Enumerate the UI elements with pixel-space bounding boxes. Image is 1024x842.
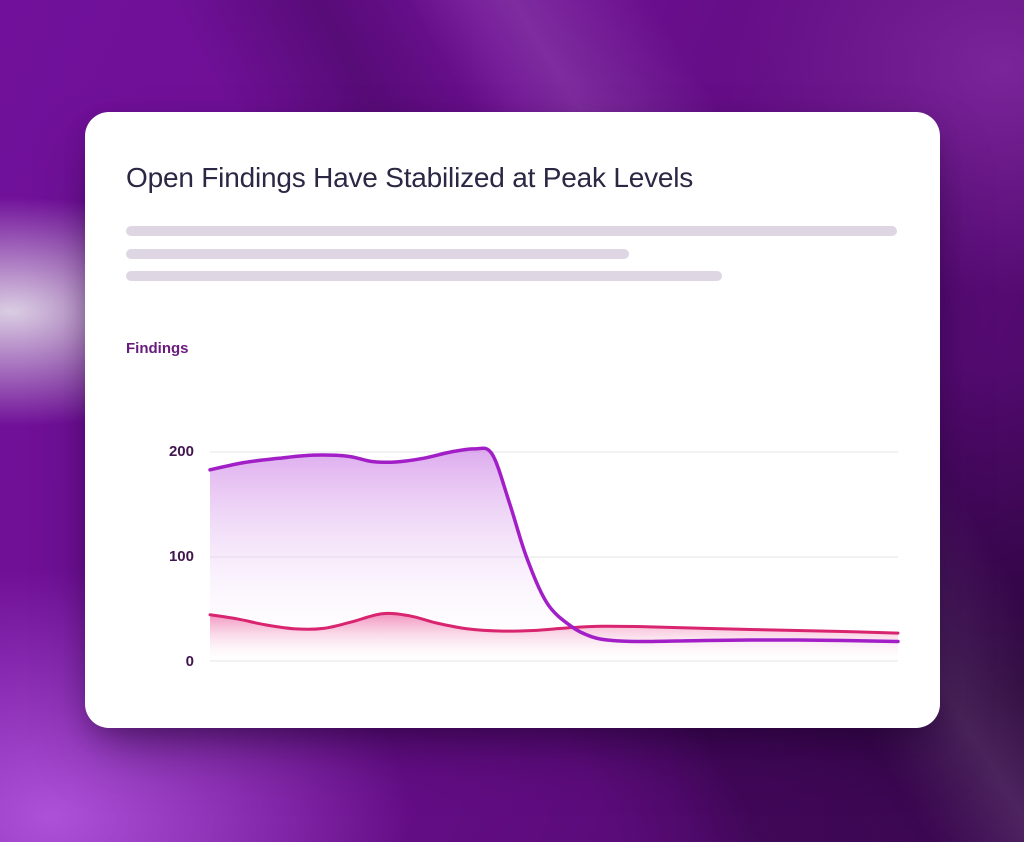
skeleton-text-line [126,226,897,236]
pink-series-line [208,611,900,635]
skeleton-text-line [126,249,629,259]
card-title: Open Findings Have Stabilized at Peak Le… [126,162,694,193]
y-tick-200: 200 [168,443,194,460]
pink-series-area-fill [210,613,898,662]
y-tick-0: 0 [185,653,194,670]
skeleton-text-line [126,271,722,281]
findings-area-chart [208,446,900,662]
y-tick-100: 100 [168,548,194,565]
chart-axis-title: Findings [126,340,189,357]
purple-series-line [208,446,900,644]
purple-series-area-fill [210,448,898,662]
findings-card: Open Findings Have Stabilized at Peak Le… [85,112,940,728]
